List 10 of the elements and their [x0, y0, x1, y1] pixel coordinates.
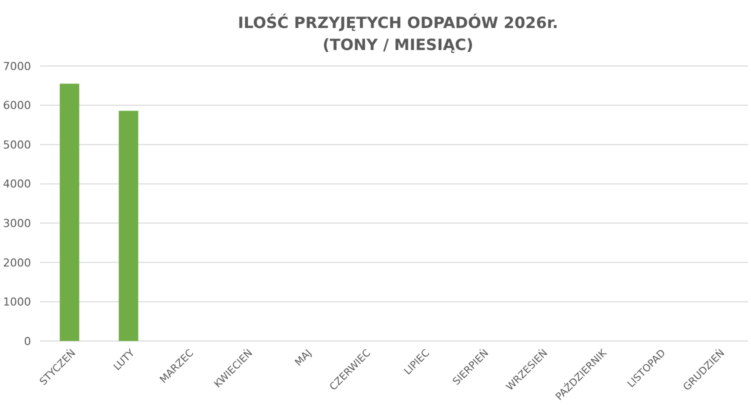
y-tick-label: 0: [24, 334, 31, 348]
y-tick-label: 4000: [3, 178, 31, 191]
chart-title: ILOŚĆ PRZYJĘTYCH ODPADÓW 2026r. (TONY / MIESIĄC): [238, 13, 558, 54]
y-tick-label: 3000: [3, 216, 31, 230]
y-tick-label: 6000: [3, 99, 31, 112]
y-tick-label: 5000: [3, 138, 31, 152]
x-tick-label: MAJ: [293, 348, 314, 369]
y-tick-label: 2000: [3, 256, 31, 270]
y-tick-label: 1000: [3, 296, 31, 309]
y-tick-label: 7000: [3, 60, 31, 73]
